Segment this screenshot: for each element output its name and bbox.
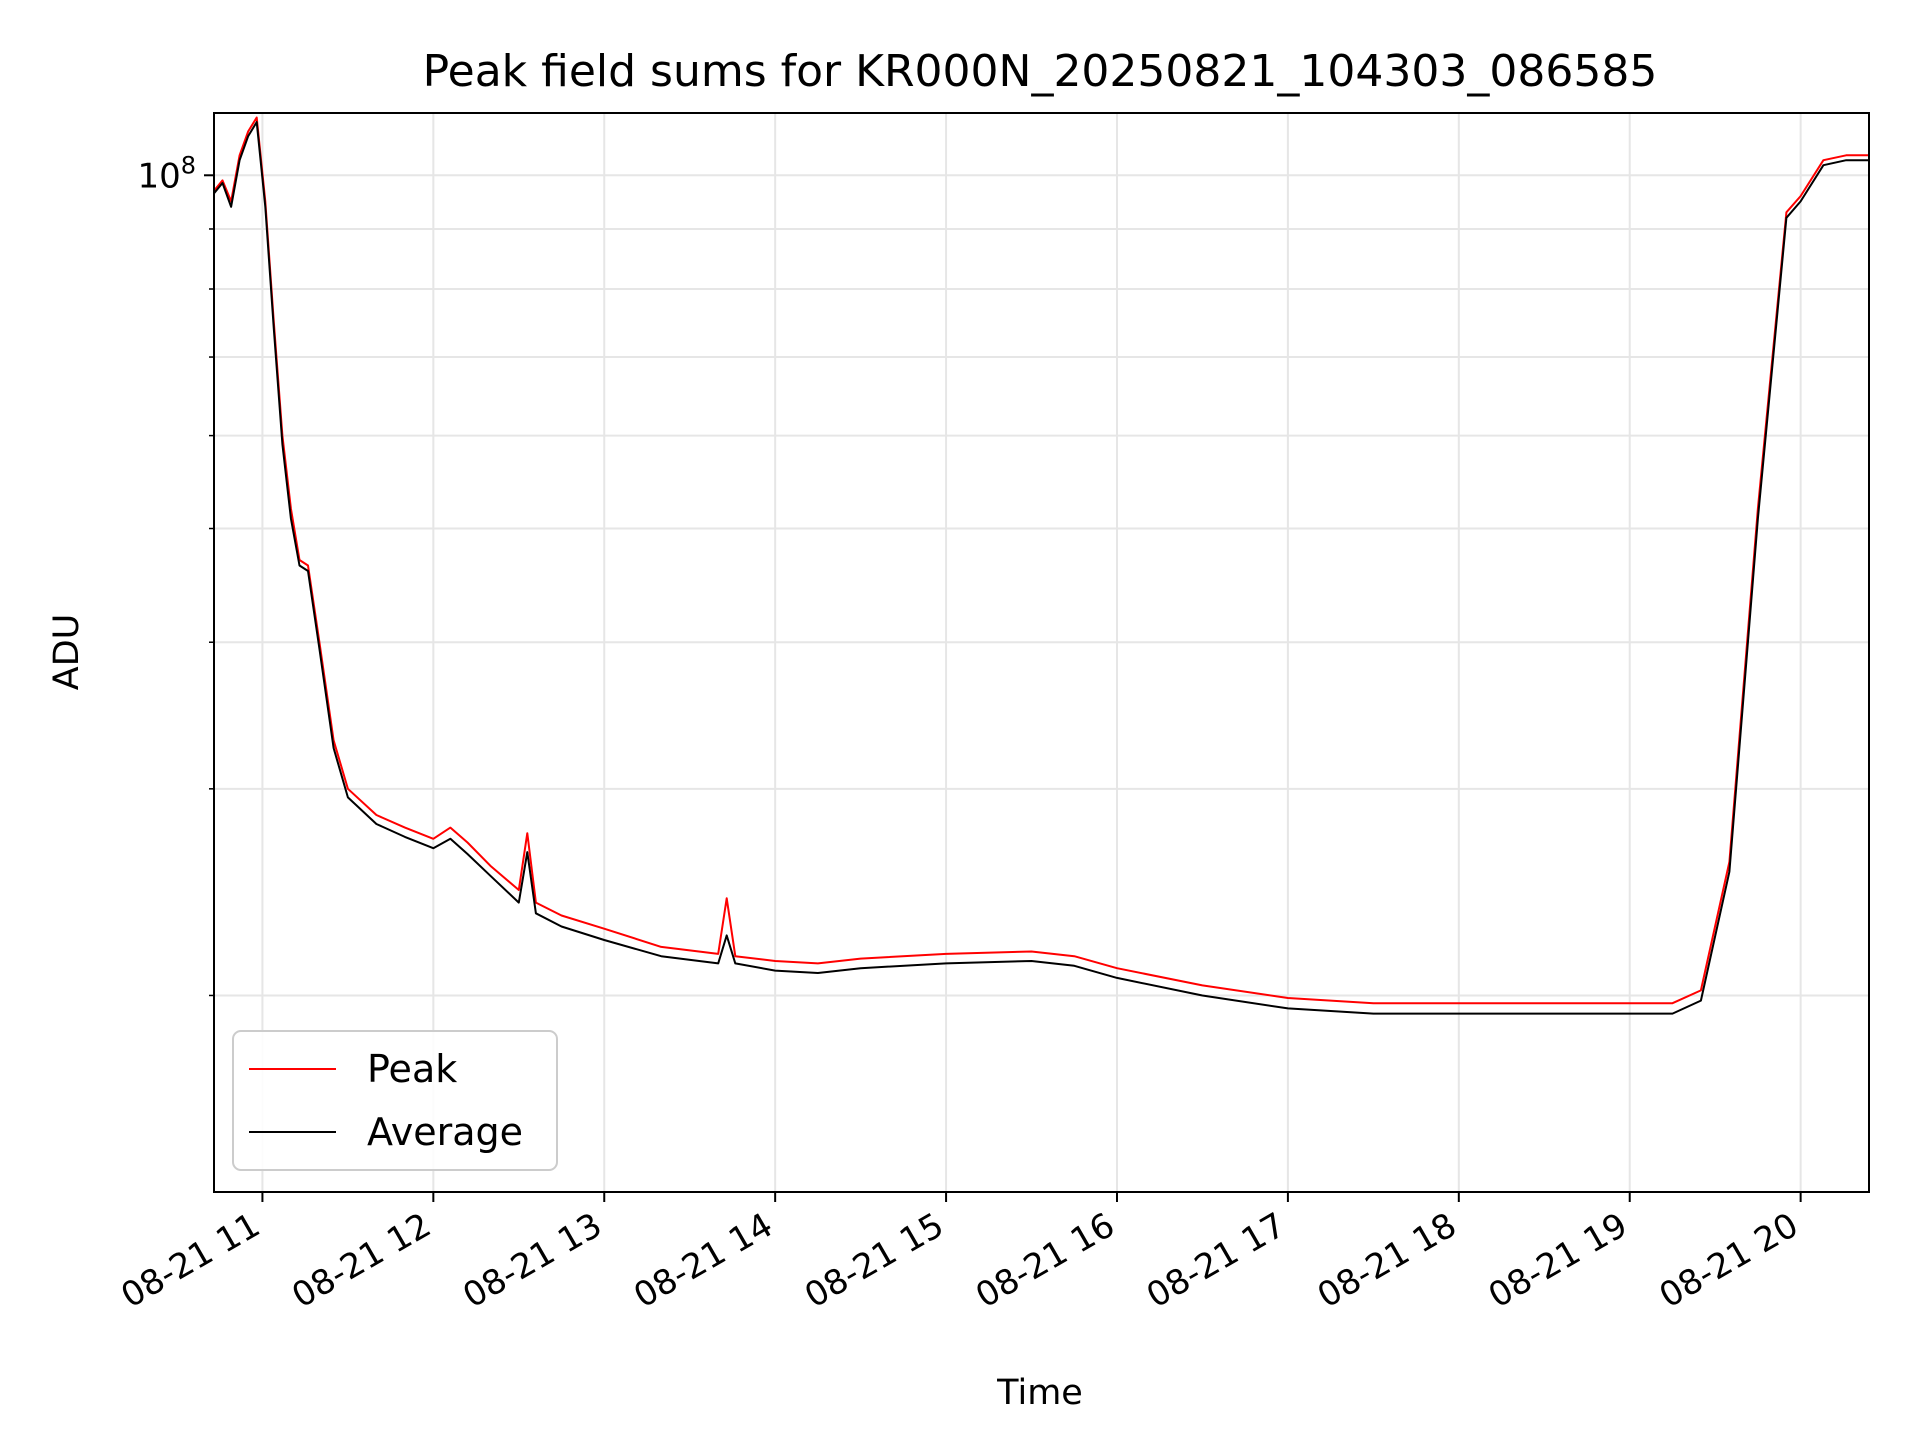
grid xyxy=(214,113,1869,1192)
x-axis-label: Time xyxy=(996,1373,1083,1413)
y-tick-label: 108 xyxy=(137,151,196,196)
series-line-peak xyxy=(213,116,1869,1005)
legend-peak-label: Peak xyxy=(367,1047,457,1091)
legend-average-label: Average xyxy=(367,1110,523,1154)
y-axis: 108 xyxy=(137,151,214,997)
chart-title: Peak field sums for KR000N_20250821_1043… xyxy=(423,46,1658,97)
legend-box xyxy=(232,1030,558,1171)
series-line-average xyxy=(213,121,1869,1015)
legend: Peak Average xyxy=(232,1030,558,1171)
plot-frame xyxy=(213,112,1870,1193)
y-axis-label: ADU xyxy=(47,614,87,691)
series-layer xyxy=(213,116,1869,1015)
